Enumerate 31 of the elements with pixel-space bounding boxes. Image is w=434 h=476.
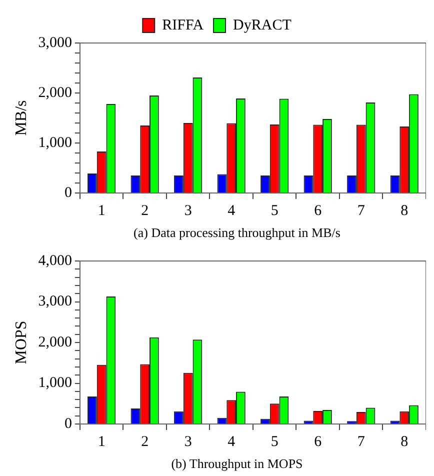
x-tick-label: 8: [400, 434, 408, 450]
y-tick-label: 1,000: [38, 134, 72, 151]
x-tick-label: 6: [314, 202, 322, 219]
x-tick-label: 5: [270, 202, 278, 219]
y-tick-label: 2,000: [38, 334, 72, 350]
x-tick-label: 7: [357, 434, 366, 450]
y-tick-label: 1,000: [38, 375, 72, 392]
x-tick-label: 8: [400, 202, 408, 219]
y-axis-title: MB/s: [12, 100, 30, 136]
y-axis-title: MOPS: [12, 320, 30, 364]
text: (a) Data processing throughput in MB/s: [132, 225, 342, 241]
y-tick-label: 3,000: [38, 294, 72, 310]
legend-label: DyRACT: [233, 17, 292, 34]
x-tick-label: 4: [228, 202, 236, 219]
x-tick-label: 5: [270, 434, 278, 450]
x-tick-label: 2: [141, 434, 149, 450]
text: (b) Throughput in MOPS: [170, 456, 304, 472]
x-tick-label: 4: [228, 434, 236, 450]
x-tick-label: 1: [98, 202, 106, 219]
x-tick-label: 6: [314, 434, 322, 450]
x-tick-label: 3: [184, 434, 192, 450]
y-tick-label: 3,000: [38, 34, 72, 51]
y-tick-label: 0: [64, 416, 72, 432]
y-tick-label: 4,000: [38, 252, 72, 269]
legend-label: RIFFA: [162, 17, 204, 34]
y-tick-label: 2,000: [38, 84, 72, 101]
x-tick-label: 2: [141, 202, 149, 219]
x-tick-label: 7: [357, 202, 366, 219]
x-tick-label: 3: [184, 202, 192, 219]
y-tick-label: 0: [64, 184, 72, 201]
x-tick-label: 1: [98, 434, 106, 450]
